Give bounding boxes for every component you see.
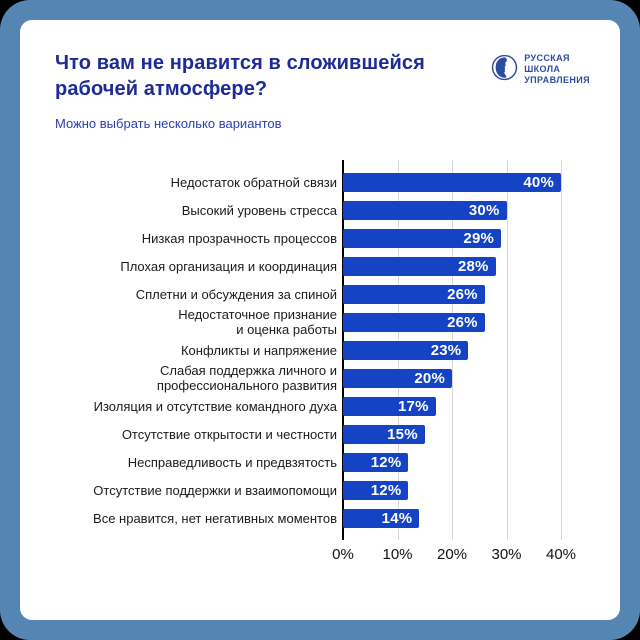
bar-value-label: 15%	[387, 425, 418, 443]
category-label: Слабая поддержка личного и профессиональ…	[156, 363, 337, 393]
category-label: Отсутствие поддержки и взаимопомощи	[93, 482, 337, 498]
bar-value-label: 26%	[447, 313, 478, 331]
category-label: Конфликты и напряжение	[180, 342, 337, 358]
chart-rows: Недостаток обратной связи 40% Высокий уров…	[55, 168, 590, 532]
bar: 15%	[343, 424, 425, 444]
bar-value-label: 28%	[457, 257, 489, 275]
category-label: Плохая организация и координация	[120, 258, 337, 274]
x-axis-tick: 10%	[382, 546, 413, 563]
bar: 26%	[343, 312, 485, 332]
brand-logo: РУССКАЯ ШКОЛА УПРАВЛЕНИЯ	[491, 53, 590, 86]
chart-row: Низкая прозрачность процессов 29%	[55, 224, 590, 252]
x-axis: 0% 10% 20% 30% 40%	[332, 546, 576, 566]
chart-row: Отсутствие поддержки и взаимопомощи 12%	[55, 476, 590, 504]
chart-row: Сплетни и обсуждения за спиной 26%	[55, 280, 590, 308]
header: Что вам не нравится в сложившейся рабоче…	[55, 50, 590, 131]
brand-logo-text: РУССКАЯ ШКОЛА УПРАВЛЕНИЯ	[524, 53, 590, 85]
bar-track: 20%	[343, 364, 561, 392]
chart-row: Несправедливость и предвзятость 12%	[55, 448, 590, 476]
category-label: Изоляция и отсутствие командного духа	[93, 398, 337, 414]
bar-track: 15%	[343, 420, 561, 448]
bar-track: 26%	[343, 308, 561, 336]
bar-track: 40%	[343, 168, 561, 196]
bar-value-label: 23%	[430, 341, 462, 359]
page-subtitle: Можно выбрать несколько вариантов	[55, 116, 282, 131]
bar-track: 12%	[343, 476, 561, 504]
x-axis-tick: 30%	[491, 546, 522, 563]
chart-row: Слабая поддержка личного и профессиональ…	[55, 363, 590, 393]
bar-value-label: 12%	[370, 453, 402, 471]
x-axis-tick: 40%	[545, 546, 577, 563]
bar: 12%	[343, 452, 409, 472]
bar-chart: Недостаток обратной связи 40% Высокий уров…	[55, 160, 590, 566]
category-label: Несправедливость и предвзятость	[127, 454, 337, 470]
bar-track: 26%	[343, 280, 561, 308]
bar-track: 17%	[343, 392, 561, 420]
bar: 40%	[343, 172, 561, 192]
bar: 17%	[343, 396, 436, 416]
chart-row: Конфликты и напряжение 23%	[55, 336, 590, 364]
bar-track: 23%	[343, 336, 561, 364]
face-in-circle-icon	[491, 54, 518, 86]
infographic-card: Что вам не нравится в сложившейся рабоче…	[20, 20, 620, 620]
chart-row: Недостаток обратной связи 40%	[55, 168, 590, 196]
bar-track: 29%	[343, 224, 561, 252]
category-label: Сплетни и обсуждения за спиной	[135, 286, 337, 302]
bar-track: 14%	[343, 504, 561, 532]
category-label: Недостаточное признание и оценка работы	[178, 307, 337, 337]
bar-value-label: 26%	[447, 285, 478, 303]
category-label: Высокий уровень стресса	[181, 202, 337, 218]
x-axis-tick: 0%	[332, 546, 354, 563]
category-label: Все нравится, нет негативных моментов	[93, 510, 337, 526]
chart-row: Все нравится, нет негативных моментов 14%	[55, 504, 590, 532]
bar-value-label: 20%	[414, 369, 445, 387]
gridline	[561, 160, 562, 540]
chart-body: Недостаток обратной связи 40% Высокий уров…	[55, 160, 590, 540]
bar-track: 30%	[343, 196, 561, 224]
bar-track: 28%	[343, 252, 561, 280]
bar: 14%	[343, 508, 420, 528]
bar: 30%	[343, 200, 507, 220]
bar-value-label: 40%	[523, 173, 554, 191]
bar: 28%	[343, 256, 496, 276]
bar: 26%	[343, 284, 485, 304]
gridline	[506, 160, 508, 540]
bar: 20%	[343, 368, 452, 388]
chart-row: Отсутствие открытости и честности 15%	[55, 420, 590, 448]
bar: 12%	[343, 480, 409, 500]
x-axis-tick: 20%	[436, 546, 468, 563]
bar-value-label: 12%	[370, 481, 402, 499]
chart-row: Недостаточное признание и оценка работы 2…	[55, 307, 590, 337]
category-label: Низкая прозрачность процессов	[141, 230, 337, 246]
page-title: Что вам не нравится в сложившейся рабоче…	[55, 52, 425, 100]
chart-row: Высокий уровень стресса 30%	[55, 196, 590, 224]
bar-value-label: 29%	[463, 229, 495, 247]
title-block: Что вам не нравится в сложившейся рабоче…	[55, 50, 425, 131]
bar-value-label: 17%	[398, 397, 429, 415]
chart-row: Плохая организация и координация 28%	[55, 252, 590, 280]
bar: 23%	[343, 340, 469, 360]
category-label: Отсутствие открытости и честности	[121, 426, 337, 442]
bar-track: 12%	[343, 448, 561, 476]
bar: 29%	[343, 228, 502, 248]
bar-value-label: 14%	[381, 509, 413, 527]
category-label: Недостаток обратной связи	[170, 174, 337, 190]
bar-value-label: 30%	[468, 201, 500, 219]
chart-row: Изоляция и отсутствие командного духа 17%	[55, 392, 590, 420]
